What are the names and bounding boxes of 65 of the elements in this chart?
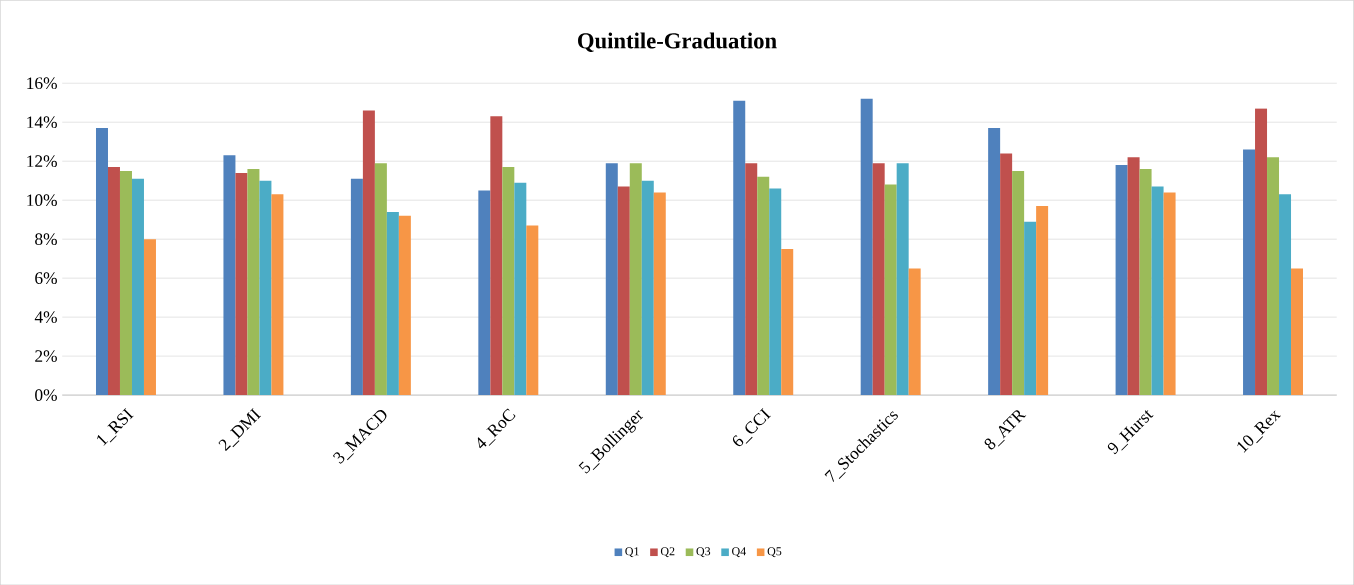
bar bbox=[653, 192, 666, 395]
bar bbox=[271, 194, 284, 395]
bar bbox=[757, 176, 770, 395]
bar bbox=[908, 268, 921, 395]
bar bbox=[235, 172, 248, 395]
bar bbox=[143, 239, 156, 395]
legend-label: Q5 bbox=[767, 547, 782, 558]
bar bbox=[526, 225, 539, 395]
y-tick-label: 4% bbox=[34, 311, 57, 323]
bar bbox=[745, 163, 758, 395]
bar bbox=[223, 155, 236, 395]
bar bbox=[362, 110, 375, 395]
bar bbox=[374, 163, 387, 395]
chart-title: Quintile-Graduation bbox=[578, 32, 777, 52]
bar bbox=[119, 170, 132, 395]
y-tick-label: 12% bbox=[27, 155, 57, 167]
bar bbox=[131, 178, 144, 395]
bar bbox=[641, 180, 654, 395]
bar bbox=[884, 184, 897, 395]
bar bbox=[1243, 149, 1256, 395]
bar bbox=[1163, 192, 1176, 395]
bar bbox=[478, 190, 491, 395]
bar bbox=[733, 100, 746, 395]
bar bbox=[247, 168, 260, 395]
bar bbox=[95, 127, 108, 395]
bar bbox=[514, 182, 527, 395]
bar bbox=[1000, 153, 1013, 395]
bar bbox=[259, 180, 272, 395]
bar bbox=[1012, 170, 1025, 395]
bar bbox=[860, 98, 873, 395]
bar bbox=[386, 211, 399, 395]
bar bbox=[1255, 108, 1268, 395]
bar bbox=[1279, 194, 1292, 395]
bar bbox=[107, 166, 120, 395]
y-tick-label: 2% bbox=[35, 350, 57, 362]
bar bbox=[398, 215, 411, 395]
bar bbox=[781, 248, 794, 395]
bar bbox=[490, 116, 503, 395]
y-tick-label: 6% bbox=[35, 272, 57, 284]
legend-label: Q3 bbox=[696, 547, 711, 558]
y-tick-label: 16% bbox=[27, 77, 57, 89]
y-tick-label: 10% bbox=[27, 194, 57, 206]
y-tick-label: 0% bbox=[35, 389, 57, 401]
legend-label: Q2 bbox=[660, 547, 675, 558]
bar bbox=[1151, 186, 1164, 395]
bar bbox=[605, 163, 618, 395]
bar bbox=[1115, 164, 1128, 395]
bar bbox=[1267, 157, 1280, 395]
bar bbox=[1139, 168, 1152, 395]
y-tick-label: 14% bbox=[27, 116, 57, 128]
legend-label: Q1 bbox=[625, 547, 639, 558]
bar bbox=[1291, 268, 1304, 395]
bar bbox=[1024, 221, 1037, 395]
bar bbox=[1127, 157, 1140, 395]
bar bbox=[988, 127, 1001, 395]
bar bbox=[350, 178, 363, 395]
bar bbox=[1036, 205, 1049, 395]
bar bbox=[896, 163, 909, 395]
bar bbox=[769, 188, 782, 395]
bar bbox=[617, 186, 630, 395]
bar bbox=[872, 163, 885, 395]
y-tick-label: 8% bbox=[35, 233, 57, 245]
bar bbox=[502, 166, 515, 395]
legend-label: Q4 bbox=[732, 547, 747, 558]
bar bbox=[629, 163, 642, 395]
